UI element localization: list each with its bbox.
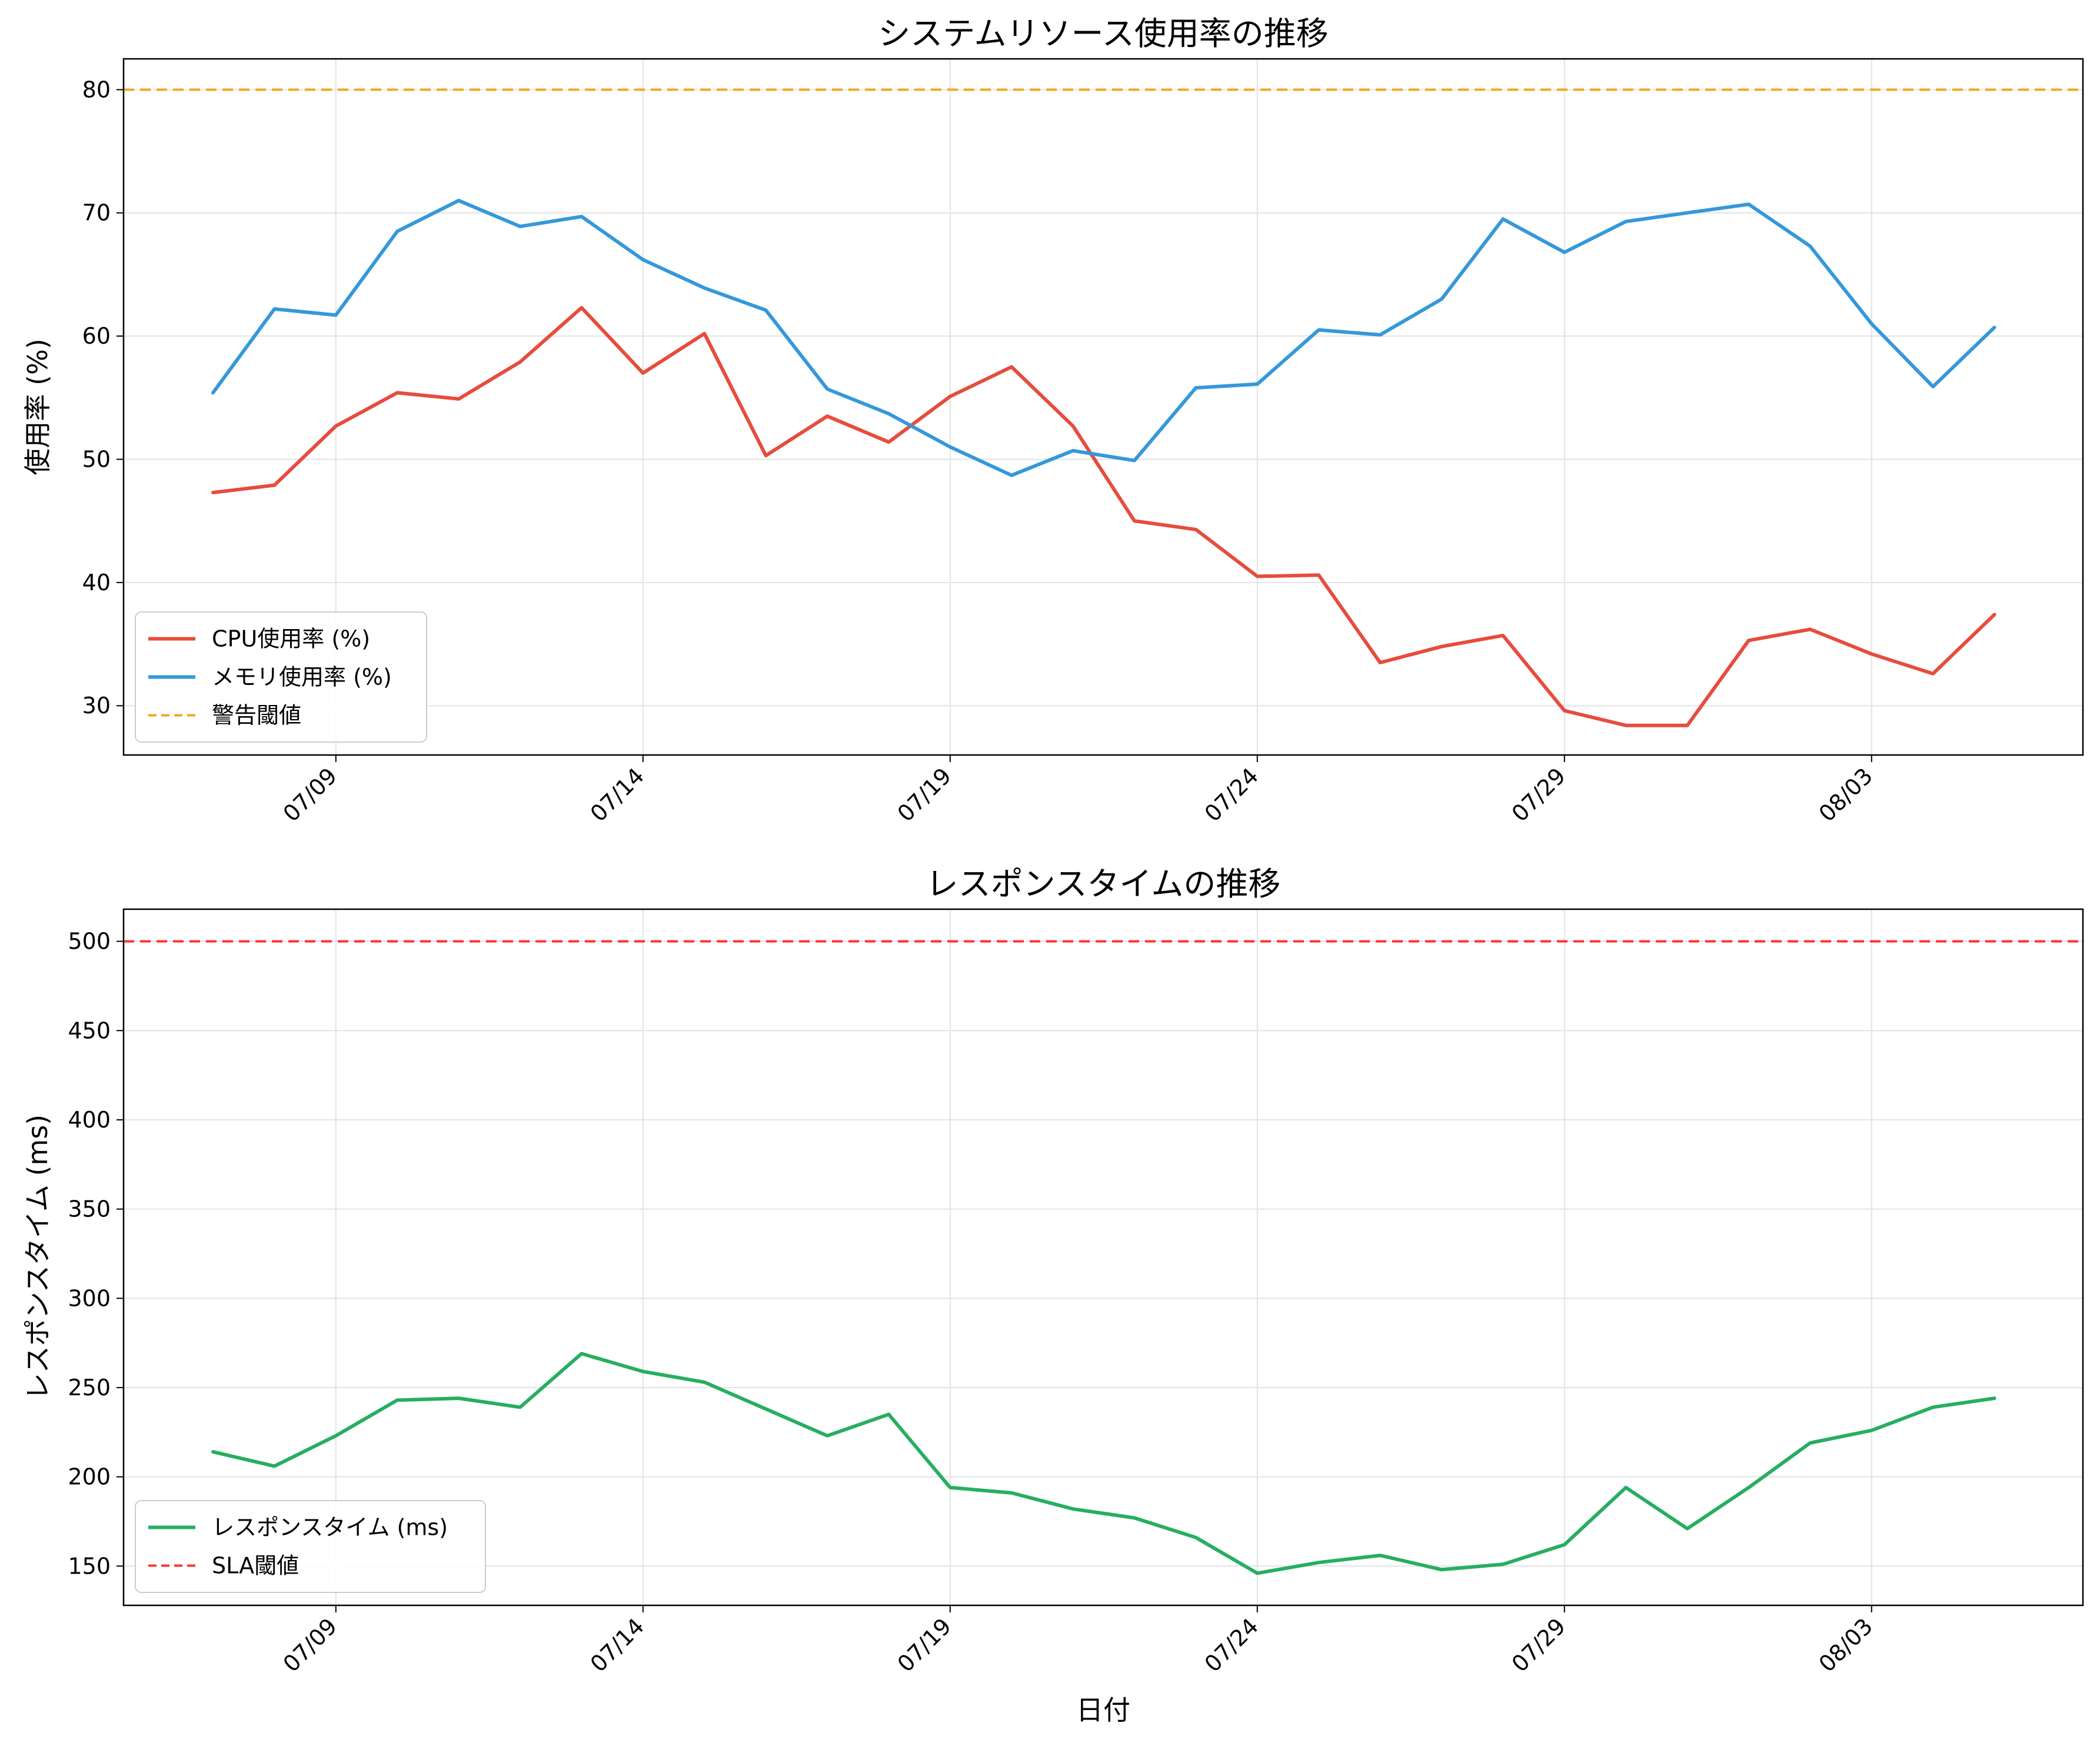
chart1-plot-frame (122, 58, 2084, 756)
chart1-x-tick-label: 07/19 (893, 763, 957, 827)
chart2-y-tick-label: 250 (68, 1375, 111, 1401)
chart1-x-tick-label: 08/03 (1814, 763, 1878, 827)
chart1-legend-label-1: CPU使用率 (%) (212, 626, 370, 652)
chart2-x-tick-label: 07/14 (585, 1613, 650, 1677)
chart2-y-tick-label: 500 (68, 929, 111, 955)
chart2-y-tick-label: 200 (68, 1464, 111, 1490)
chart1-x-tick-label: 07/29 (1507, 763, 1571, 827)
chart2-plot-frame (122, 908, 2084, 1607)
chart1-y-axis-label: 使用率 (%) (22, 338, 54, 475)
chart2-x-tick-label: 07/24 (1200, 1613, 1264, 1677)
chart2-x-tick-label: 07/19 (893, 1613, 957, 1677)
chart1-y-tick-label: 70 (82, 200, 111, 226)
chart1-title: システムリソース使用率の推移 (878, 15, 1329, 52)
chart2-x-tick-label: 07/09 (278, 1613, 342, 1677)
chart2-y-tick-label: 350 (68, 1196, 111, 1222)
chart2-legend-label-2: SLA閾値 (212, 1553, 299, 1579)
chart1-legend-label-2: メモリ使用率 (%) (212, 664, 392, 690)
chart2-x-tick-label: 07/29 (1507, 1613, 1571, 1677)
chart1-x-tick-label: 07/14 (585, 763, 650, 827)
chart1-x-tick-label: 07/24 (1200, 763, 1264, 827)
chart2-y-tick-label: 400 (68, 1107, 111, 1133)
chart1-y-tick-label: 40 (82, 570, 111, 596)
chart1-x-tick-label: 07/09 (278, 763, 342, 827)
chart2-x-tick-label: 08/03 (1814, 1613, 1878, 1677)
chart1-y-tick-label: 60 (82, 323, 111, 349)
chart1-y-tick-label: 80 (82, 77, 111, 102)
chart2-x-axis-label: 日付 (1076, 1694, 1130, 1726)
chart1-legend-box (135, 611, 427, 743)
chart2-y-tick-label: 150 (68, 1553, 111, 1579)
chart2-series-1-line (211, 1352, 1996, 1575)
chart2-y-axis-label: レスポンスタイム (ms) (22, 1115, 54, 1400)
chart1-y-tick-label: 50 (82, 446, 111, 472)
chart2-y-tick-label: 300 (68, 1285, 111, 1311)
chart2-y-tick-label: 450 (68, 1017, 111, 1043)
chart2-legend-box (135, 1500, 486, 1593)
chart2-legend-label-1: レスポンスタイム (ms) (212, 1515, 448, 1541)
chart2-title: レスポンスタイムの推移 (926, 865, 1281, 903)
chart1-series-2-line (211, 198, 1996, 477)
chart1-y-tick-label: 30 (82, 693, 111, 719)
chart1-series-1-line (211, 305, 1996, 727)
chart1-legend-label-3: 警告閾値 (212, 703, 301, 729)
